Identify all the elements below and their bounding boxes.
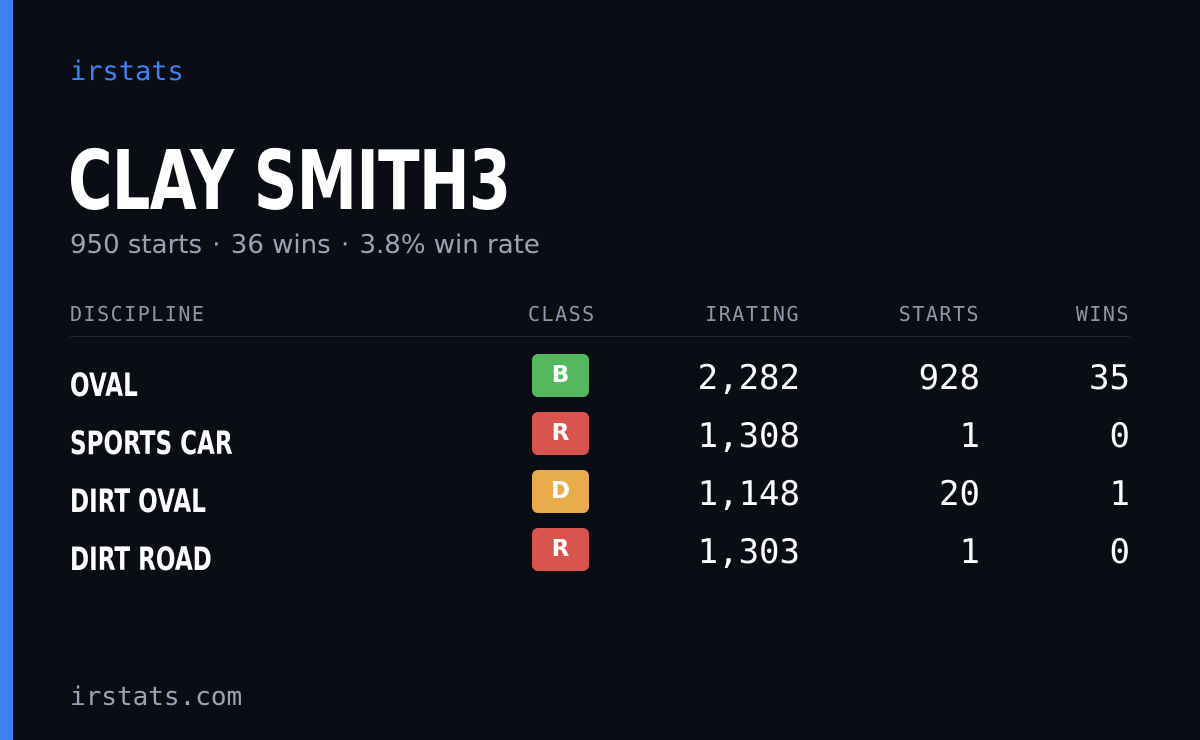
brand-logo-text: irstats [70,56,184,87]
discipline-name: OVAL [70,366,138,404]
starts-value: 928 [918,358,980,398]
table-row: DIRT ROAD R 1,303 1 0 [70,528,1130,586]
discipline-name: DIRT ROAD [70,540,212,578]
accent-bar [0,0,13,740]
wins-value: 0 [1109,416,1130,456]
summary-starts: 950 starts [70,230,202,260]
table-row: OVAL B 2,282 928 35 [70,354,1130,412]
class-badge: D [532,470,589,513]
irating-value: 1,303 [697,532,800,572]
driver-summary: 950 starts · 36 wins · 3.8% win rate [70,228,540,262]
starts-value: 1 [959,416,980,456]
table-header-row: DISCIPLINE CLASS IRATING STARTS WINS [70,298,1130,337]
class-badge: B [532,354,589,397]
wins-value: 1 [1109,474,1130,514]
summary-separator: · [340,230,350,260]
summary-separator: · [212,230,221,260]
wins-value: 35 [1089,358,1130,398]
discipline-stats-table: DISCIPLINE CLASS IRATING STARTS WINS OVA… [70,298,1130,578]
table-row: DIRT OVAL D 1,148 20 1 [70,470,1130,528]
summary-wins: 36 wins [230,230,331,260]
table-body: OVAL B 2,282 928 35 SPORTS CAR R 1,308 1… [70,354,1130,586]
column-header-wins: WINS [1075,302,1130,326]
column-header-irating: IRATING [705,302,800,326]
table-row: SPORTS CAR R 1,308 1 0 [70,412,1130,470]
discipline-name: DIRT OVAL [70,482,206,520]
column-header-starts: STARTS [898,302,980,326]
irating-value: 2,282 [697,358,800,398]
footer-url: irstats.com [70,682,243,712]
irating-value: 1,308 [697,416,800,456]
starts-value: 20 [939,474,980,514]
class-badge: R [532,412,589,455]
discipline-name: SPORTS CAR [70,424,233,462]
starts-value: 1 [959,532,980,572]
column-header-class: CLASS [528,302,596,326]
driver-name: CLAY SMITH3 [68,134,511,229]
wins-value: 0 [1109,532,1130,572]
irating-value: 1,148 [697,474,800,514]
class-badge: R [532,528,589,571]
summary-win-rate: 3.8% win rate [359,230,540,260]
column-header-discipline: DISCIPLINE [70,302,206,326]
